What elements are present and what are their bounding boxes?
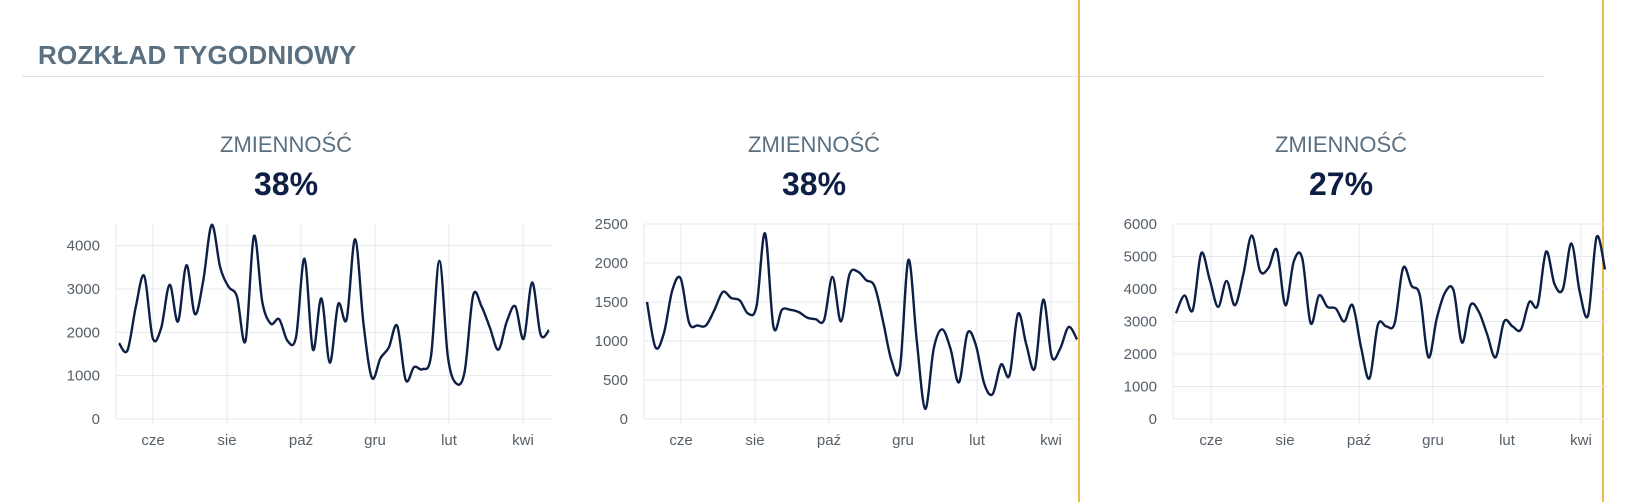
chart-panel-3-highlighted: ZMIENNOŚĆ 27% 0 1000 2000 3000 4000 5000 6000 c…	[1078, 0, 1608, 502]
line-chart-2: 0 500 1000 1500 2000 2500 cze sie paź gru lut kwi	[595, 216, 1080, 449]
x-tick-label: lut	[1499, 432, 1516, 449]
y-tick-label: 0	[1149, 411, 1157, 428]
series-line	[1174, 234, 1607, 380]
variability-label: ZMIENNOŚĆ	[220, 132, 352, 157]
chart-panel-1: ZMIENNOŚĆ 38% 0 1000 2000 3000 4000 cze sie paź…	[22, 0, 552, 502]
y-tick-label: 2000	[67, 324, 100, 341]
variability-value: 38%	[781, 166, 847, 202]
y-tick-label: 1000	[595, 333, 628, 350]
y-tick-label: 4000	[67, 238, 100, 255]
y-tick-label: 500	[603, 372, 628, 389]
x-tick-label: sie	[217, 432, 236, 449]
y-tick-label: 3000	[1124, 314, 1157, 331]
line-chart-3: 0 1000 2000 3000 4000 5000 6000 cze sie paź gru lut…	[1124, 216, 1608, 449]
chart-panel-2: ZMIENNOŚĆ 38% 0 500 1000 1500 2000 2500 cze sie…	[550, 0, 1080, 502]
y-tick-label: 3000	[67, 281, 100, 298]
x-tick-label: cze	[669, 432, 692, 449]
y-tick-label: 6000	[1124, 216, 1157, 233]
x-tick-label: kwi	[512, 432, 534, 449]
line-chart-1: 0 1000 2000 3000 4000 cze sie paź gru lut kwi	[67, 223, 552, 449]
y-tick-label: 2000	[595, 255, 628, 272]
y-tick-label: 5000	[1124, 249, 1157, 266]
y-tick-label: 1500	[595, 294, 628, 311]
x-tick-label: lut	[441, 432, 458, 449]
y-tick-label: 2000	[1124, 346, 1157, 363]
y-tick-label: 1000	[67, 368, 100, 385]
x-tick-label: cze	[1199, 432, 1222, 449]
x-tick-label: gru	[1422, 432, 1444, 449]
x-tick-label: sie	[745, 432, 764, 449]
y-tick-label: 0	[620, 411, 628, 428]
page-title: ROZKŁAD TYGODNIOWY	[38, 40, 357, 70]
series-line	[645, 232, 1079, 411]
x-tick-label: lut	[969, 432, 986, 449]
x-tick-label: paź	[1347, 432, 1371, 449]
y-tick-label: 4000	[1124, 281, 1157, 298]
x-tick-label: sie	[1275, 432, 1294, 449]
x-tick-label: kwi	[1570, 432, 1592, 449]
x-tick-label: gru	[364, 432, 386, 449]
x-tick-label: cze	[141, 432, 164, 449]
variability-label: ZMIENNOŚĆ	[748, 132, 880, 157]
variability-label: ZMIENNOŚĆ	[1275, 132, 1407, 157]
header-divider	[22, 76, 1544, 77]
x-tick-label: paź	[817, 432, 841, 449]
series-line	[118, 223, 550, 386]
x-tick-label: kwi	[1040, 432, 1062, 449]
y-tick-label: 2500	[595, 216, 628, 233]
y-tick-label: 0	[92, 411, 100, 428]
variability-value: 38%	[253, 166, 319, 202]
x-tick-label: paź	[289, 432, 313, 449]
y-tick-label: 1000	[1124, 379, 1157, 396]
x-tick-label: gru	[892, 432, 914, 449]
variability-value: 27%	[1308, 166, 1374, 202]
